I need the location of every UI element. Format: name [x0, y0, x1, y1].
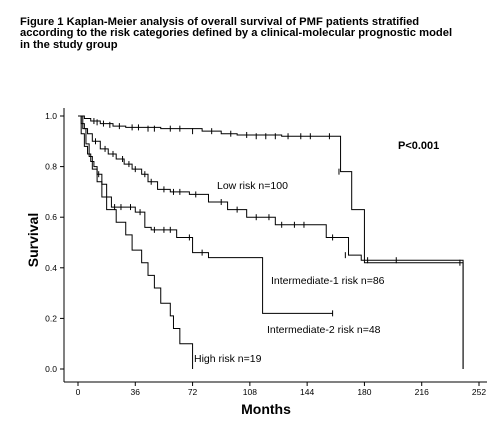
series-label-low-risk: Low risk n=100	[217, 180, 288, 192]
series-label-intermediate-2-risk: Intermediate-2 risk n=48	[267, 324, 381, 336]
y-tick-label: 0.6	[45, 212, 57, 222]
p-value-annotation: P<0.001	[398, 140, 439, 152]
y-tick-label: 0.8	[45, 162, 57, 172]
x-tick-label: 180	[357, 387, 371, 397]
figure-title-line-3: in the study group	[20, 38, 118, 51]
x-tick-label: 108	[243, 387, 257, 397]
series-label-high-risk: High risk n=19	[194, 353, 262, 365]
survival-curve-intermediate-1-risk	[78, 115, 464, 369]
figure-title: Figure 1 Kaplan-Meier analysis of overal…	[20, 16, 495, 51]
x-axis-title: Months	[241, 401, 291, 417]
x-tick-label: 36	[131, 387, 141, 397]
y-tick-label: 0.4	[45, 263, 57, 273]
y-axis-title: Survival	[25, 213, 41, 267]
y-tick-label: 1.0	[45, 111, 57, 121]
survival-curve-high-risk	[78, 115, 194, 369]
censor-marks	[93, 118, 461, 317]
series-label-intermediate-1-risk: Intermediate-1 risk n=86	[271, 275, 385, 287]
x-tick-label: 216	[415, 387, 429, 397]
y-tick-label: 0.2	[45, 313, 57, 323]
axis-ticks: 0 36 72 108 144 180 216 252 0.0 0.2 0.4 0.6 0.8 1.0	[45, 111, 486, 397]
x-tick-label: 72	[188, 387, 198, 397]
x-tick-label: 144	[300, 387, 314, 397]
figure-title-line-2: according to the risk categories defined…	[20, 27, 453, 40]
x-tick-label: 0	[76, 387, 81, 397]
y-tick-label: 0.0	[45, 364, 57, 374]
survival-curve-intermediate-2-risk	[78, 115, 333, 314]
x-tick-label: 252	[472, 387, 486, 397]
figure-title-line-1: Figure 1 Kaplan-Meier analysis of overal…	[20, 16, 420, 28]
